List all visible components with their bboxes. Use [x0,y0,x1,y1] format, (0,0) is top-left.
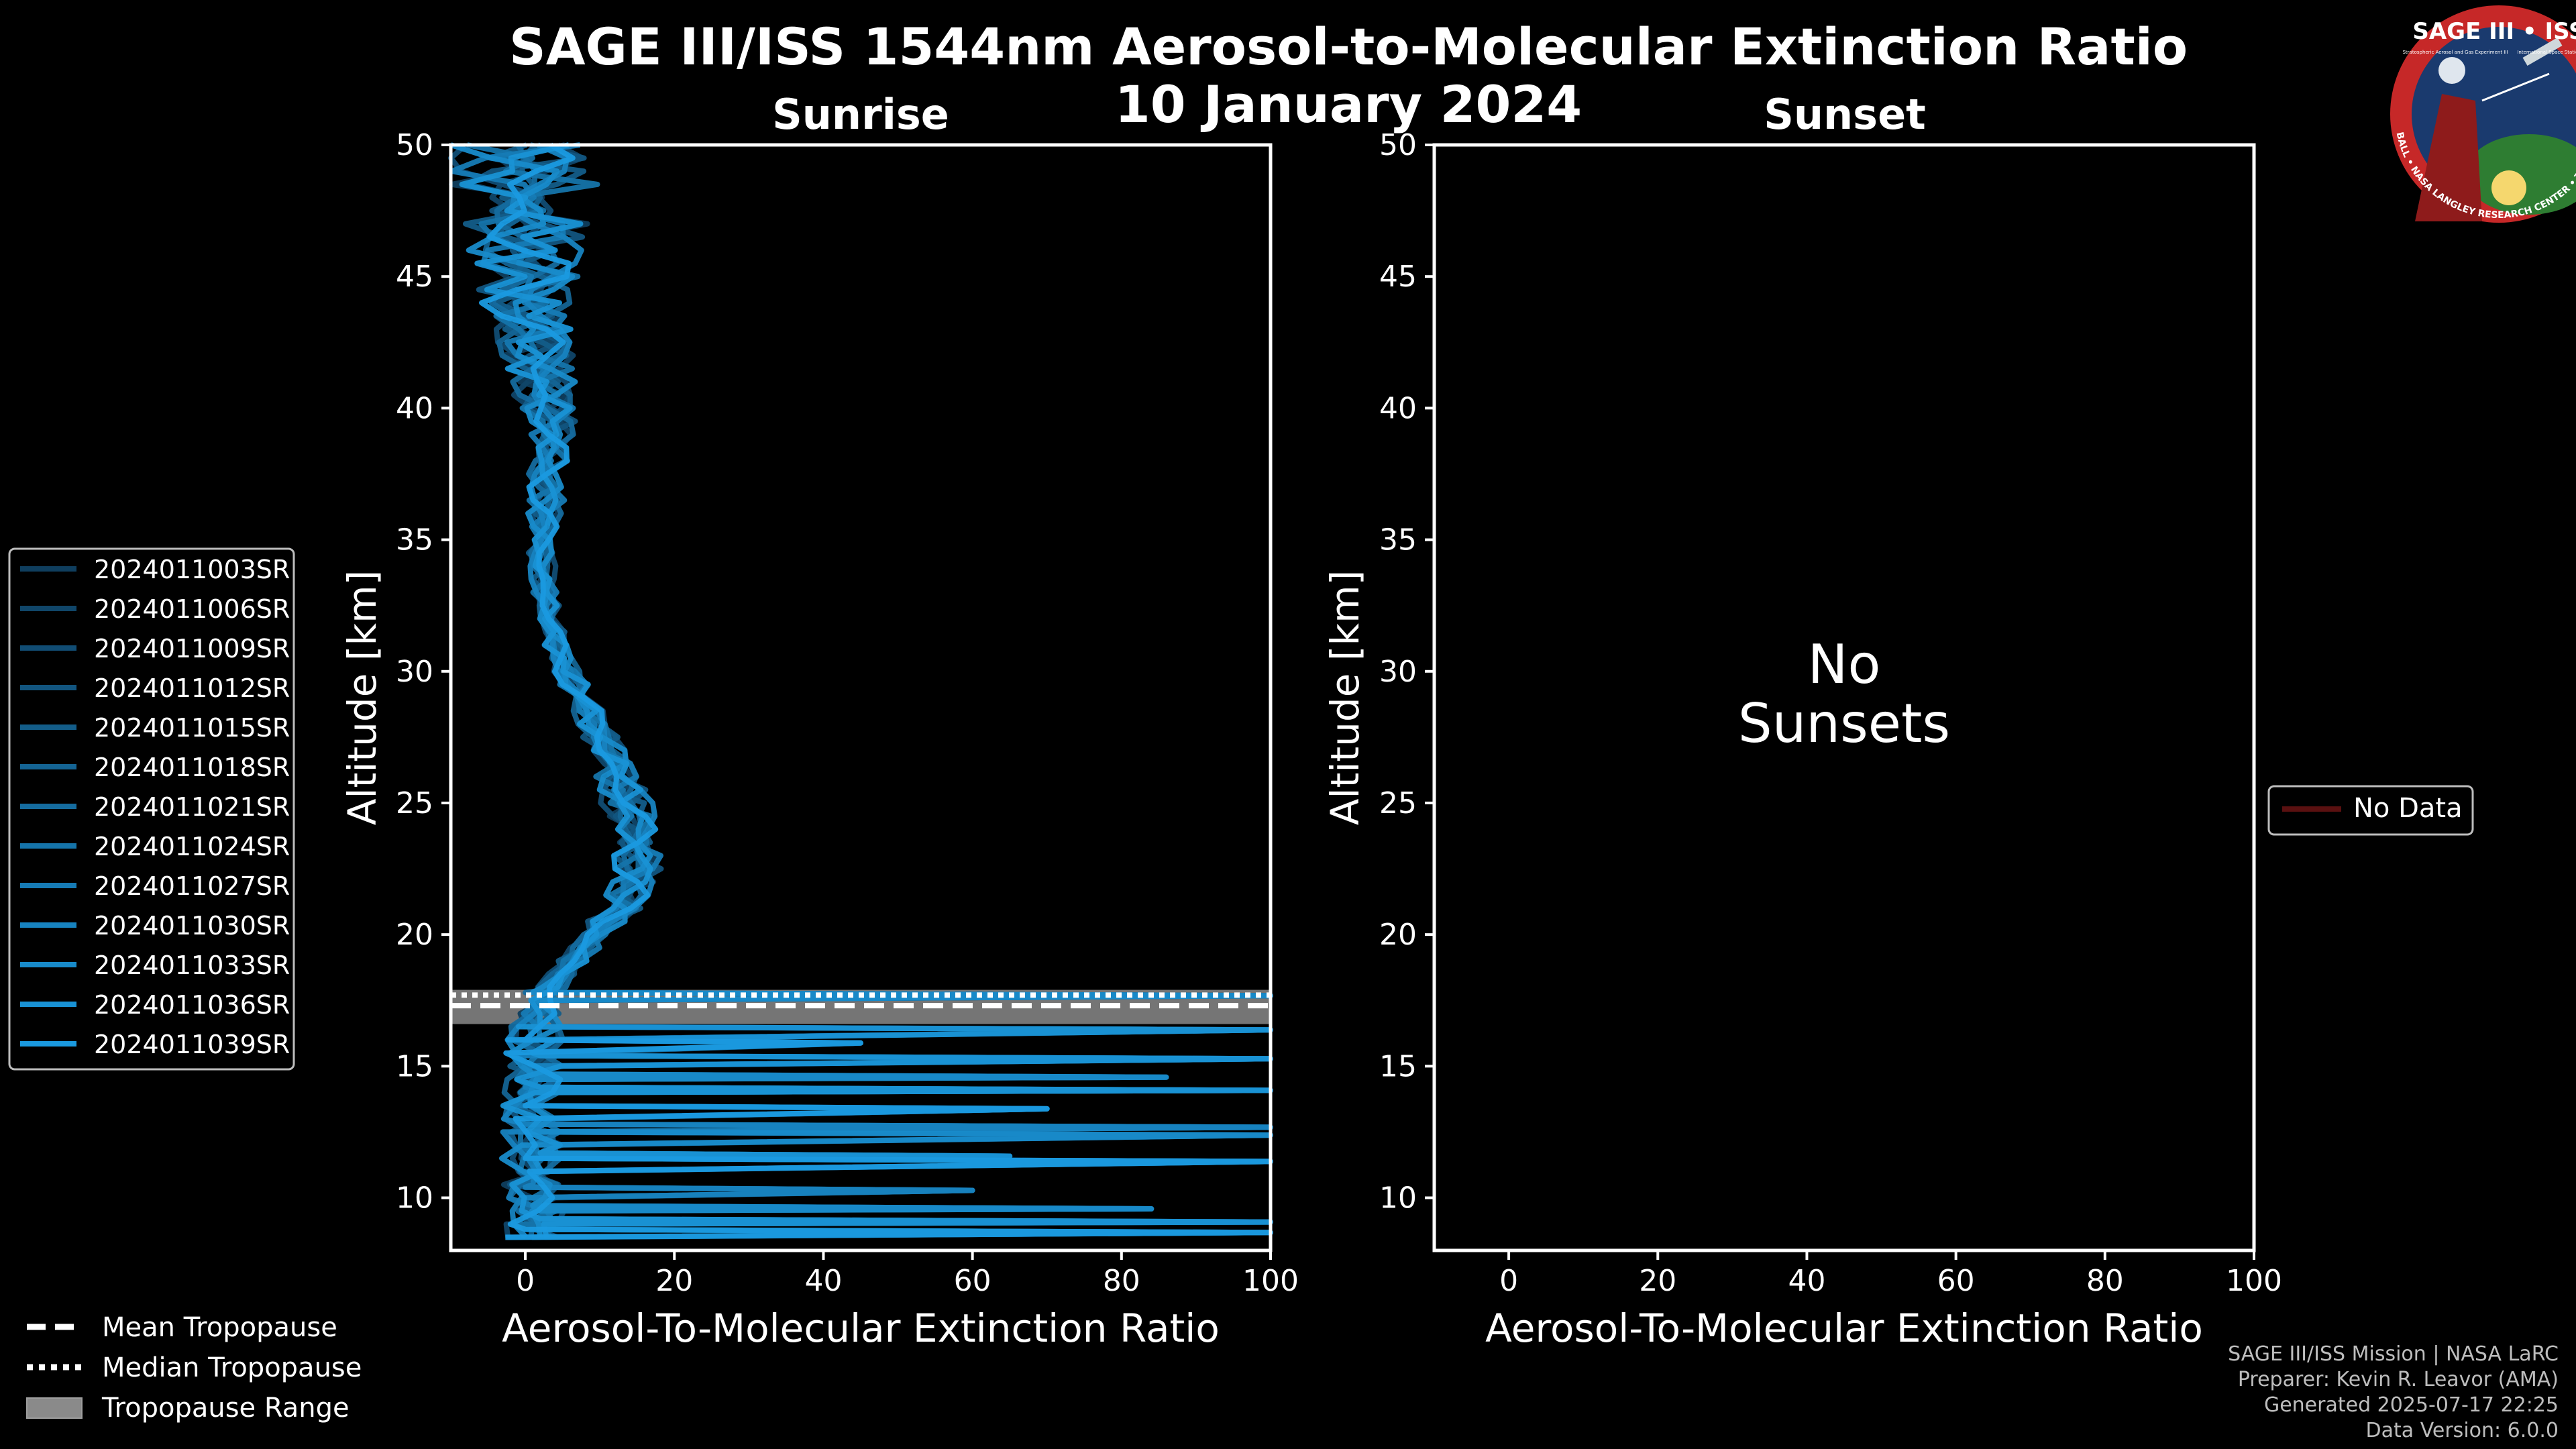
sunrise-y-tick-label: 10 [396,1181,433,1216]
sunset-y-tick-label: 40 [1379,391,1417,425]
sunset-y-ticks: 10 15 20 25 30 35 40 45 50 [1379,128,1434,1216]
median-tropopause-label: Median Tropopause [102,1352,362,1383]
sunrise-legend-box [8,547,295,1071]
legend-label-2024011036SR: 2024011036SR [94,990,290,1020]
legend-label-2024011021SR: 2024011021SR [94,792,290,822]
logo-title: SAGE III • ISS [2412,18,2576,45]
sunrise-x-tick-label: 60 [954,1264,991,1298]
sunset-x-tick-label: 80 [2086,1264,2124,1298]
sunset-legend: No Data [2267,785,2474,836]
sunset-y-tick-label: 25 [1379,786,1417,820]
figure-title: SAGE III/ISS 1544nm Aerosol-to-Molecular… [509,17,2188,76]
sunrise-axes-frame [449,143,1273,1252]
no-sunsets-annotation: No Sunsets [1738,633,1950,755]
sunrise-x-tick-label: 0 [516,1264,535,1298]
sunrise-y-axis-label: Altitude [km] [339,570,385,825]
footer-credits: SAGE III/ISS Mission | NASA LaRC Prepare… [2228,1342,2559,1444]
sunrise-x-tick-label: 100 [1242,1264,1299,1298]
sunset-y-tick-label: 15 [1379,1049,1417,1083]
sunrise-y-tick-label: 30 [396,655,433,689]
tropopause-legend: Mean Tropopause Median Tropopause Tropop… [26,1312,362,1424]
sunrise-y-tick-label: 40 [396,391,433,425]
logo-sun-icon [2491,170,2526,205]
legend-label-2024011018SR: 2024011018SR [94,753,290,782]
sunset-x-tick-label: 0 [1499,1264,1518,1298]
sunset-axes-frame [1432,143,2256,1252]
logo-iss-icon [2522,37,2563,66]
sunrise-y-tick-label: 20 [396,918,433,952]
sunset-panel-title: Sunset [1764,90,1926,139]
sunset-x-axis-label: Aerosol-To-Molecular Extinction Ratio [1485,1305,2203,1351]
sunrise-x-tick-label: 40 [804,1264,842,1298]
sunset-y-tick-label: 20 [1379,918,1417,952]
sunrise-panel-title: Sunrise [772,90,949,139]
sunset-y-tick-label: 50 [1379,128,1417,162]
mean-tropopause-label: Mean Tropopause [102,1312,337,1343]
footer-version: Data Version: 6.0.0 [2365,1419,2559,1442]
sunrise-y-tick-label: 50 [396,128,433,162]
sunset-panel: 0 20 40 60 80 100 10 15 20 25 30 35 40 45 50 No Sunset… [1322,128,2282,1351]
sunrise-y-tick-label: 45 [396,260,433,294]
sunrise-x-ticks: 0 20 40 60 80 100 [516,1250,1299,1298]
footer-preparer: Preparer: Kevin R. Leavor (AMA) [2237,1368,2559,1391]
sunrise-y-tick-label: 35 [396,523,433,557]
legend-label-2024011027SR: 2024011027SR [94,871,290,901]
legend-label-2024011006SR: 2024011006SR [94,594,290,624]
logo-figure-icon [2415,94,2482,221]
logo-subtitle-right: International Space Station [2517,50,2576,55]
logo-subtitle-left: Stratospheric Aerosol and Gas Experiment… [2402,50,2508,55]
sunset-y-tick-label: 30 [1379,655,1417,689]
legend-label-2024011024SR: 2024011024SR [94,832,290,861]
sunset-y-tick-label: 10 [1379,1181,1417,1216]
sunrise-y-tick-label: 15 [396,1049,433,1083]
sunset-x-ticks: 0 20 40 60 80 100 [1499,1250,2282,1298]
sunset-y-tick-label: 45 [1379,260,1417,294]
sunrise-legend-entries: 2024011003SR 2024011006SR 2024011009SR 2024… [20,555,290,1059]
profile-2024011039SR [479,142,1273,1240]
legend-label-2024011009SR: 2024011009SR [94,634,290,663]
profile-2024011036SR [459,142,1273,1238]
legend-label-2024011012SR: 2024011012SR [94,674,290,703]
no-data-legend-label: No Data [2353,793,2463,824]
tropopause-lines [451,992,1271,1009]
annotation-line: Sunsets [1738,692,1950,755]
logo-beam [2481,72,2550,102]
sunrise-y-tick-label: 25 [396,786,433,820]
legend-label-2024011033SR: 2024011033SR [94,951,290,980]
footer-generated: Generated 2025-07-17 22:25 [2263,1393,2559,1417]
sunset-y-tick-label: 35 [1379,523,1417,557]
sunset-x-tick-label: 20 [1639,1264,1676,1298]
sunset-plot-area [1434,145,2254,1250]
sunrise-panel: 0 20 40 60 80 100 10 15 20 25 30 35 40 45 50 Aerosol-… [339,128,1299,1351]
sunrise-x-tick-label: 20 [655,1264,693,1298]
sunrise-x-tick-label: 80 [1103,1264,1140,1298]
sunset-legend-box [2267,785,2474,836]
annotation-line: No [1808,633,1881,696]
sunrise-legend: 2024011003SR 2024011006SR 2024011009SR 2024… [8,547,295,1071]
sunrise-x-axis-label: Aerosol-To-Molecular Extinction Ratio [502,1305,1220,1351]
sunset-x-tick-label: 100 [2226,1264,2282,1298]
legend-label-2024011003SR: 2024011003SR [94,555,290,584]
sunset-y-axis-label: Altitude [km] [1322,570,1368,825]
footer-mission: SAGE III/ISS Mission | NASA LaRC [2228,1342,2559,1366]
figure-date: 10 January 2024 [1115,74,1582,134]
legend-label-2024011039SR: 2024011039SR [94,1030,290,1059]
tropopause-range-label: Tropopause Range [101,1393,350,1424]
tropopause-range-swatch [26,1397,83,1419]
sunset-x-tick-label: 60 [1937,1264,1975,1298]
sage-iii-iss-logo: SAGE III • ISS Stratospheric Aerosol and… [2390,5,2576,223]
legend-label-2024011015SR: 2024011015SR [94,713,290,743]
sunrise-profiles [448,142,1273,1240]
logo-moon-icon [2438,57,2465,84]
sunset-x-tick-label: 40 [1788,1264,1825,1298]
legend-label-2024011030SR: 2024011030SR [94,911,290,941]
sunrise-y-ticks: 10 15 20 25 30 35 40 45 50 [396,128,451,1216]
